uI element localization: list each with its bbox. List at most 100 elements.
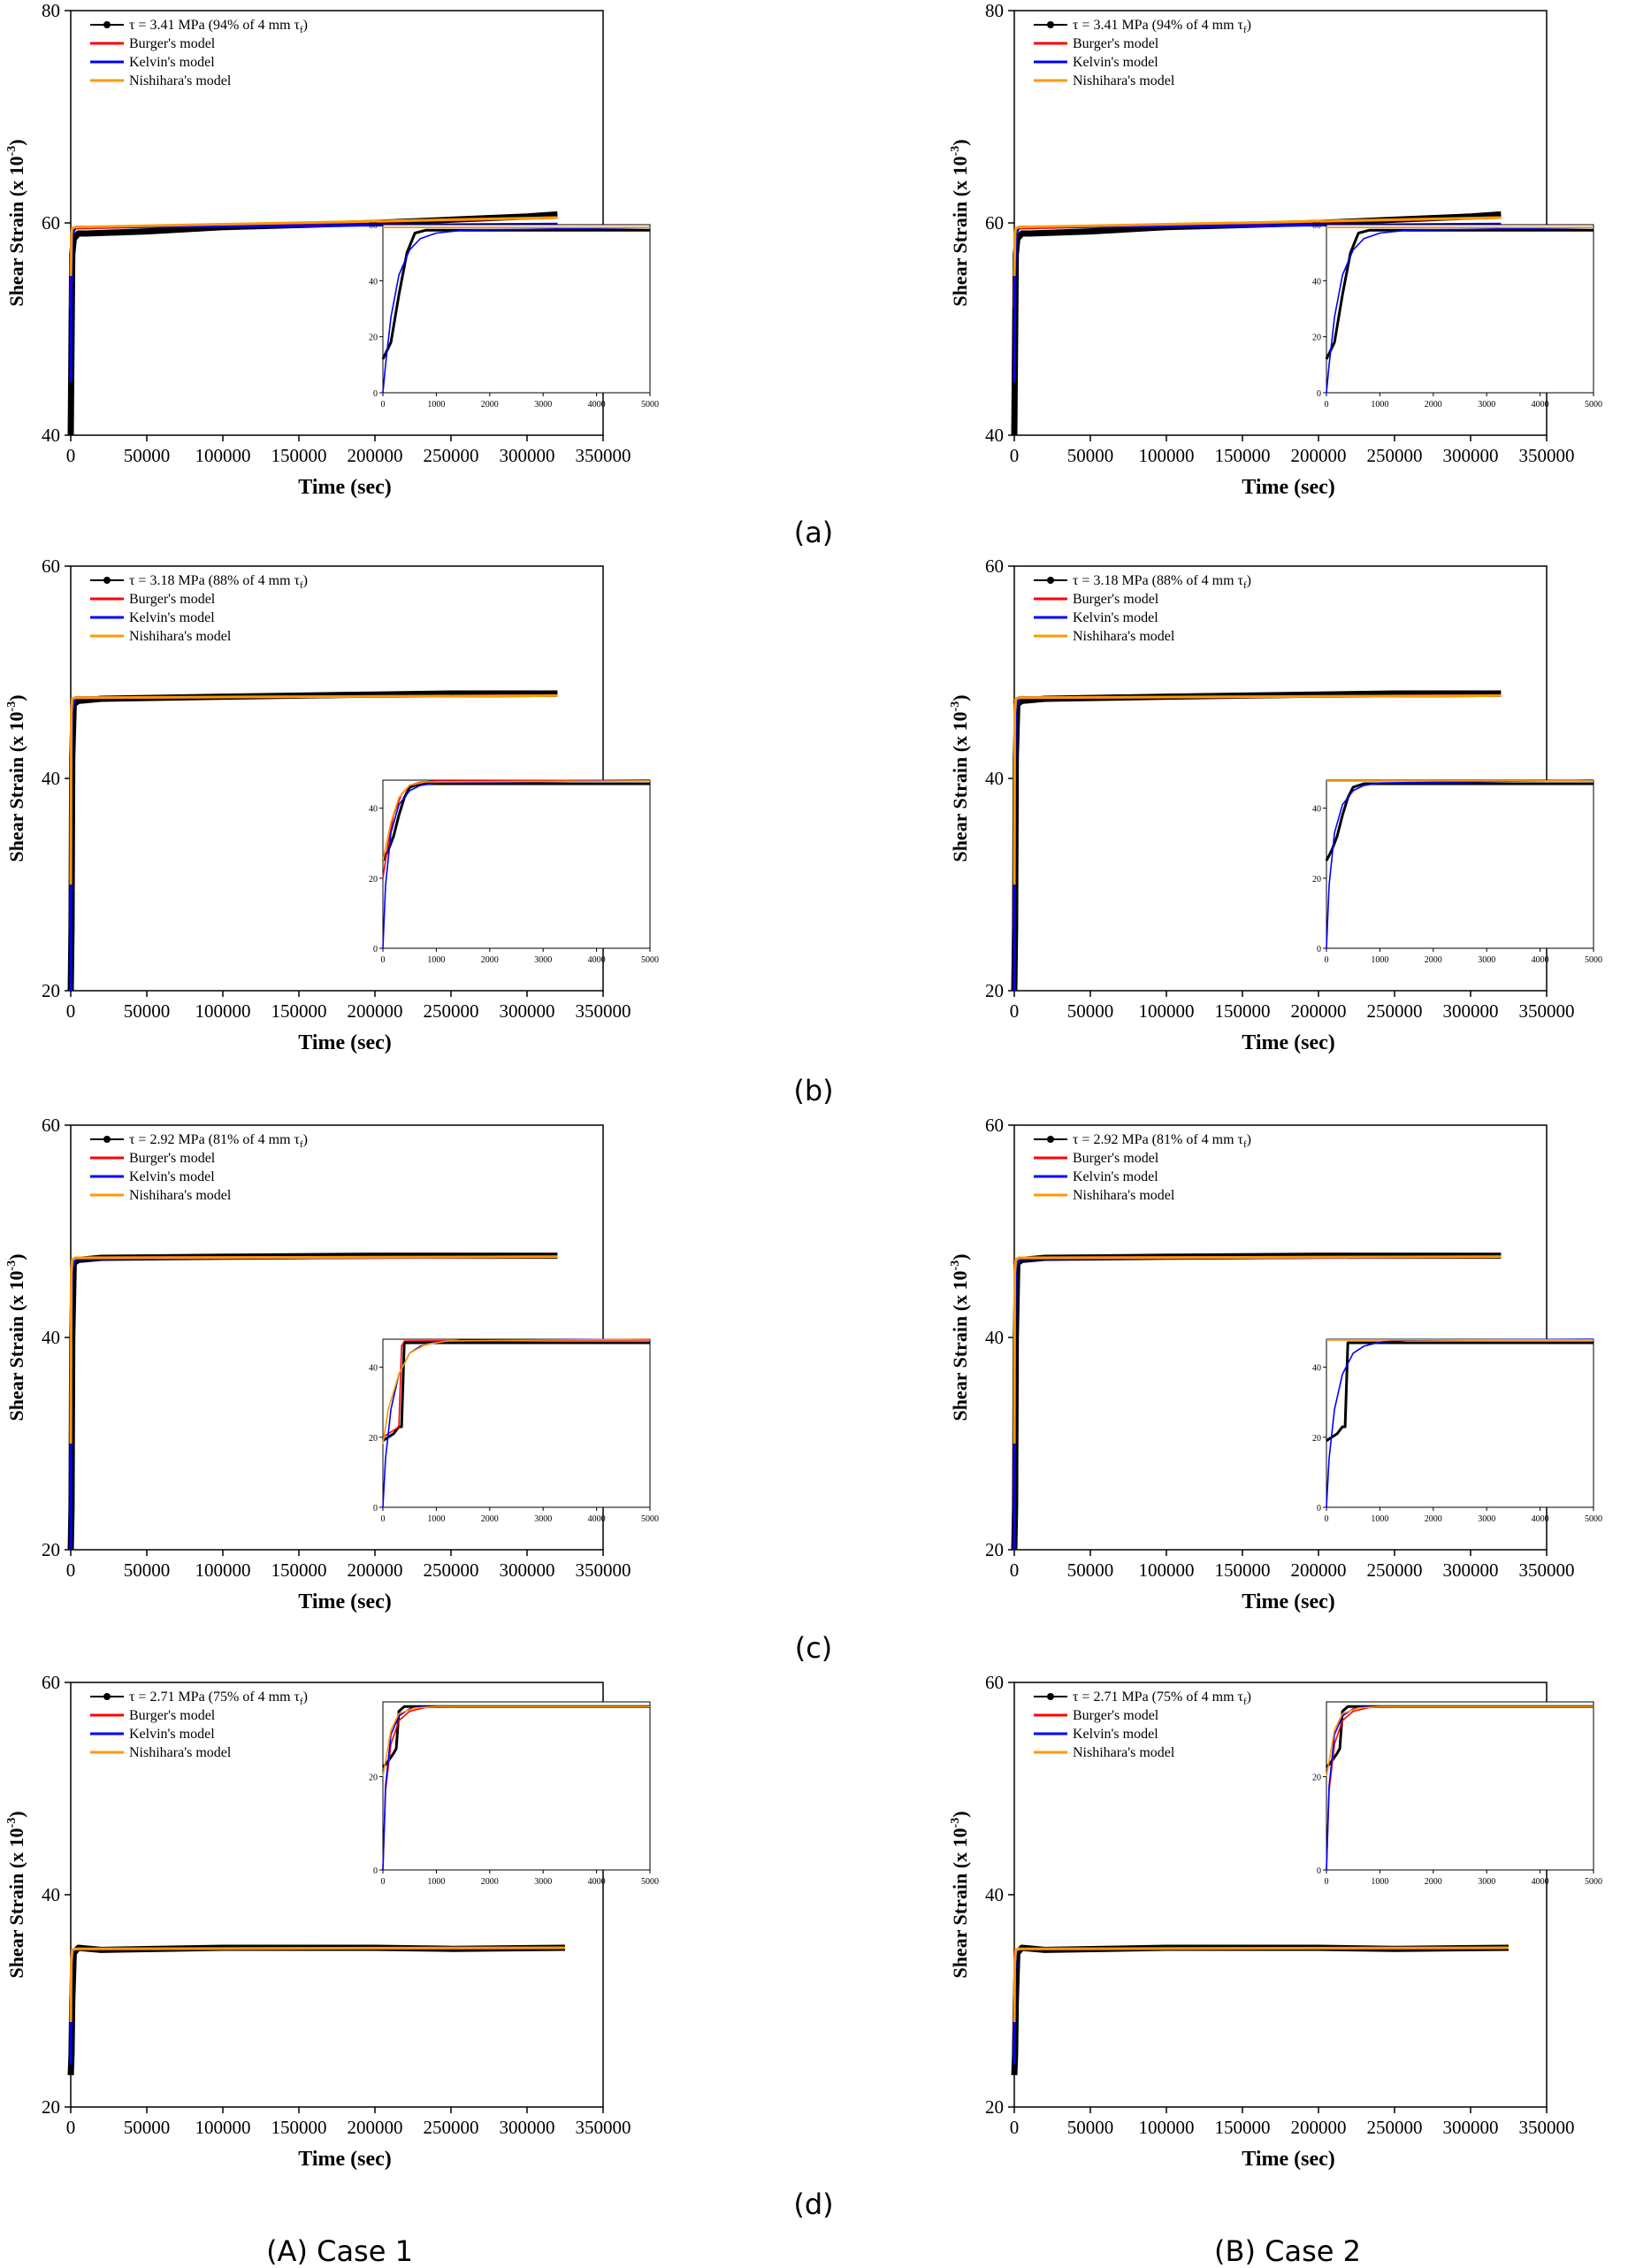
chart-d-1-inset-x-tick-label: 3000 bbox=[534, 1877, 552, 1887]
chart-a-2-x-tick-label: 100000 bbox=[1139, 445, 1195, 466]
chart-a-1-x-tick-label: 350000 bbox=[576, 445, 631, 466]
chart-d-1-inset-x-tick-label: 4000 bbox=[588, 1877, 606, 1887]
chart-b-2-y-tick-label: 60 bbox=[985, 556, 1004, 577]
chart-c-2-legend-marker bbox=[1047, 1136, 1054, 1143]
chart-b-2-inset-x-tick-label: 4000 bbox=[1532, 955, 1549, 965]
chart-d-2-y-axis-label: Shear Strain (x 10-3) bbox=[949, 1811, 971, 1978]
chart-a-2-inset-x-tick-label: 3000 bbox=[1478, 400, 1495, 410]
chart-a-1-legend-label-data: τ = 3.41 MPa (94% of 4 mm τf) bbox=[129, 18, 308, 35]
chart-a-2-inset: 0 1000 2000 3000 4000 5000 0 20 40 60 bbox=[1312, 221, 1602, 410]
chart-a-2-x-tick-label: 150000 bbox=[1215, 445, 1271, 466]
chart-b-2-legend-label-kelvin-s-model: Kelvin's model bbox=[1073, 610, 1158, 625]
chart-a-1-inset-y-tick-label: 0 bbox=[373, 389, 378, 399]
chart-c-1-x-tick-label: 300000 bbox=[500, 1559, 555, 1581]
chart-d-1-inset-x-tick-label: 5000 bbox=[641, 1877, 659, 1887]
chart-c-2-inset-y-tick-label: 20 bbox=[1312, 1434, 1321, 1444]
chart-b-2-x-tick-label: 50000 bbox=[1067, 1000, 1114, 1022]
chart-b-2-inset: 0 1000 2000 3000 4000 5000 0 20 40 bbox=[1312, 779, 1602, 965]
chart-c-2-legend-label-burger-s-model: Burger's model bbox=[1073, 1151, 1159, 1166]
chart-c-1-x-tick-label: 150000 bbox=[271, 1559, 327, 1581]
chart-a-2-x-axis-label: Time (sec) bbox=[1242, 476, 1335, 499]
chart-d-1-inset-x-tick-label: 1000 bbox=[427, 1877, 445, 1887]
chart-a-1-x-tick-label: 300000 bbox=[500, 445, 555, 466]
chart-c-1-inset-x-tick-label: 2000 bbox=[481, 1514, 499, 1524]
chart-d-2-series-burger-s-model bbox=[1013, 1946, 1510, 2034]
chart-b-1: 0 50000 100000 150000 200000 250000 300000 3500… bbox=[5, 556, 659, 1054]
chart-d-1-series-data bbox=[67, 1944, 566, 2076]
chart-c-2-y-tick-label: 40 bbox=[985, 1327, 1004, 1348]
chart-b-2-inset-frame bbox=[1326, 779, 1594, 949]
chart-a-1-x-tick-label: 50000 bbox=[124, 445, 171, 466]
chart-c-1-legend-label-data: τ = 2.92 MPa (81% of 4 mm τf) bbox=[129, 1132, 308, 1150]
chart-c-1-inset-x-tick-label: 4000 bbox=[588, 1514, 606, 1524]
chart-c-2-inset-frame bbox=[1326, 1338, 1594, 1508]
chart-c-2-legend-label-nishihara-s-model: Nishihara's model bbox=[1073, 1188, 1175, 1203]
chart-c-2-inset-x-tick-label: 1000 bbox=[1371, 1514, 1388, 1524]
chart-a-2-inset-x-tick-label: 2000 bbox=[1425, 400, 1442, 410]
chart-b-1-legend-label-kelvin-s-model: Kelvin's model bbox=[129, 610, 215, 625]
chart-a-1-inset-x-tick-label: 2000 bbox=[481, 400, 499, 410]
chart-c-2-inset-x-tick-label: 3000 bbox=[1478, 1514, 1495, 1524]
chart-b-2: 0 50000 100000 150000 200000 250000 300000 3500… bbox=[949, 556, 1602, 1054]
chart-d-1-x-tick-label: 100000 bbox=[195, 2117, 251, 2138]
chart-a-2: 0 50000 100000 150000 200000 250000 300000 3500… bbox=[949, 0, 1602, 499]
chart-c-1-inset-series-nishihara-s-model bbox=[382, 1338, 651, 1444]
row-label-a: (a) bbox=[794, 516, 834, 549]
chart-c-1: 0 50000 100000 150000 200000 250000 300000 3500… bbox=[5, 1115, 659, 1613]
chart-c-2-x-tick-label: 350000 bbox=[1519, 1559, 1575, 1581]
chart-d-2-series-data bbox=[1011, 1944, 1510, 2076]
row-label-c: (c) bbox=[795, 1631, 833, 1665]
chart-a-1-inset: 0 1000 2000 3000 4000 5000 0 20 40 60 bbox=[369, 221, 659, 410]
chart-b-1-inset-x-tick-label: 0 bbox=[381, 955, 386, 965]
chart-b-1-x-tick-label: 350000 bbox=[576, 1000, 631, 1022]
chart-d-2-legend-label-nishihara-s-model: Nishihara's model bbox=[1073, 1745, 1175, 1760]
column-label-case2: (B) Case 2 bbox=[1214, 2234, 1361, 2268]
chart-d-1-inset-series-nishihara-s-model bbox=[382, 1705, 650, 1777]
chart-d-1-inset: 0 1000 2000 3000 4000 5000 0 20 bbox=[369, 1701, 659, 1887]
chart-d-1-inset-frame bbox=[382, 1701, 651, 1871]
chart-a-1-inset-frame bbox=[382, 224, 651, 394]
chart-c-2-inset-x-tick-label: 0 bbox=[1325, 1514, 1329, 1524]
chart-a-2-x-tick-label: 350000 bbox=[1519, 445, 1575, 466]
chart-d-2-inset-x-tick-label: 3000 bbox=[1478, 1877, 1495, 1887]
chart-c-1-x-tick-label: 100000 bbox=[195, 1559, 251, 1581]
chart-a-2-inset-frame bbox=[1326, 224, 1594, 394]
chart-a-1-y-tick-label: 60 bbox=[42, 212, 60, 234]
chart-c-2-legend-label-data: τ = 2.92 MPa (81% of 4 mm τf) bbox=[1073, 1132, 1251, 1150]
chart-a-2-x-tick-label: 50000 bbox=[1067, 445, 1114, 466]
chart-d-1-inset-y-tick-label: 20 bbox=[369, 1773, 378, 1782]
chart-c-1-x-tick-label: 200000 bbox=[348, 1559, 403, 1581]
chart-a-1-inset-series-kelvin-s-model bbox=[382, 226, 651, 394]
chart-b-1-y-tick-label: 20 bbox=[42, 980, 60, 1001]
chart-b-2-x-axis-label: Time (sec) bbox=[1242, 1031, 1335, 1054]
chart-c-2-inset-y-tick-label: 0 bbox=[1317, 1504, 1321, 1513]
chart-a-1-legend-label-nishihara-s-model: Nishihara's model bbox=[129, 73, 232, 88]
chart-d-2-y-tick-label: 20 bbox=[985, 2096, 1004, 2118]
chart-c-2-inset-y-tick-label: 40 bbox=[1312, 1364, 1321, 1374]
chart-a-2-y-tick-label: 60 bbox=[985, 212, 1004, 234]
chart-d-1-y-tick-label: 20 bbox=[42, 2096, 60, 2118]
chart-d-2-x-tick-label: 50000 bbox=[1067, 2117, 1114, 2138]
chart-c-2-inset-series-data bbox=[1326, 1341, 1594, 1443]
chart-b-1-series-nishihara-s-model bbox=[69, 693, 558, 885]
chart-b-1-x-tick-label: 50000 bbox=[124, 1000, 171, 1022]
chart-b-2-legend-label-burger-s-model: Burger's model bbox=[1073, 592, 1159, 607]
chart-d-1-legend-label-kelvin-s-model: Kelvin's model bbox=[129, 1727, 215, 1742]
chart-b-1-inset-series-kelvin-s-model bbox=[382, 779, 651, 949]
chart-d-2-inset-series-nishihara-s-model bbox=[1326, 1705, 1594, 1777]
chart-d-1-y-tick-label: 60 bbox=[42, 1672, 60, 1693]
chart-c-1-y-tick-label: 40 bbox=[42, 1327, 60, 1348]
chart-b-1-inset-y-tick-label: 40 bbox=[369, 805, 378, 815]
chart-b-2-inset-x-tick-label: 3000 bbox=[1478, 955, 1495, 965]
chart-b-1-x-tick-label: 250000 bbox=[424, 1000, 479, 1022]
chart-a-1-series-nishihara-s-model bbox=[69, 216, 558, 277]
chart-c-1-inset-y-tick-label: 0 bbox=[373, 1504, 378, 1513]
chart-a-1-x-tick-label: 250000 bbox=[424, 445, 479, 466]
chart-c-1-inset-x-tick-label: 5000 bbox=[641, 1514, 659, 1524]
chart-b-2-inset-x-tick-label: 5000 bbox=[1585, 955, 1602, 965]
chart-d-1-x-axis-label: Time (sec) bbox=[298, 2148, 392, 2171]
chart-c-1-inset-x-tick-label: 0 bbox=[381, 1514, 386, 1524]
chart-b-1-legend-label-nishihara-s-model: Nishihara's model bbox=[129, 629, 232, 644]
chart-c-2-x-tick-label: 50000 bbox=[1067, 1559, 1114, 1581]
